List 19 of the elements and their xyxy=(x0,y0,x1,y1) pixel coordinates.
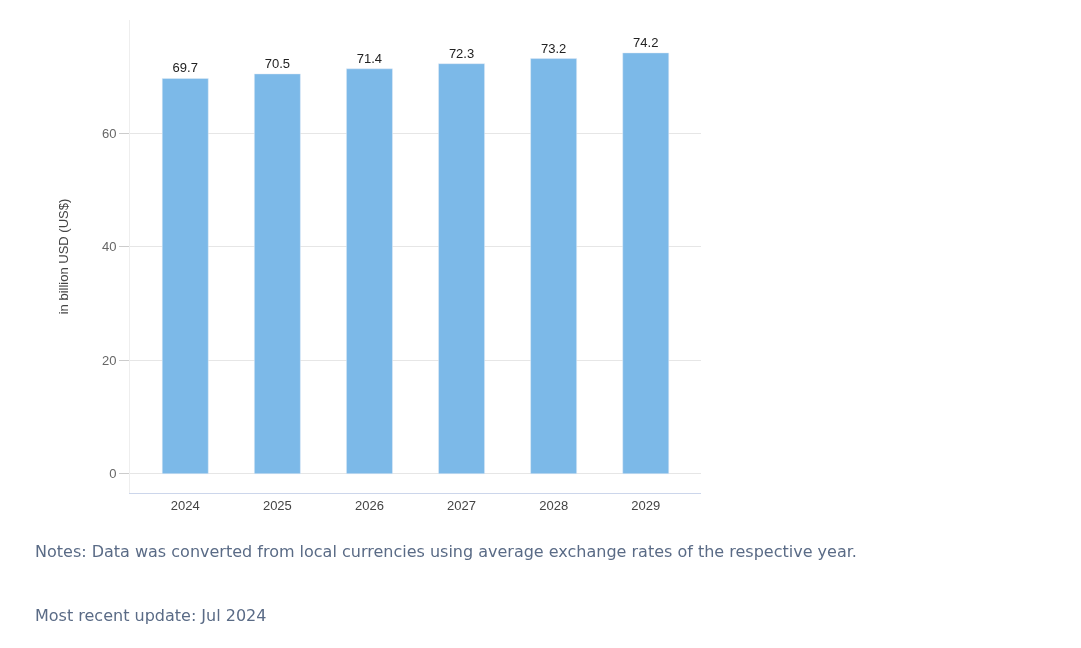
y-tick-label: 0 xyxy=(109,466,117,482)
x-tick-label: 2026 xyxy=(354,497,384,513)
x-tick-label: 2024 xyxy=(170,497,200,513)
x-tick-label: 2028 xyxy=(539,497,569,513)
data-label: 72.3 xyxy=(448,45,475,61)
data-label: 70.5 xyxy=(264,55,291,71)
text: Most recent update: Jul 2024 xyxy=(35,606,267,625)
x-tick-label: 2027 xyxy=(447,497,477,513)
x-tick-label: 2029 xyxy=(631,497,661,513)
y-tick-label: 40 xyxy=(101,239,117,255)
y-axis-title: in billion USD (US$) xyxy=(55,198,71,315)
data-label: 69.7 xyxy=(172,60,198,76)
y-tick-label: 20 xyxy=(101,352,117,368)
data-label: 71.4 xyxy=(356,50,383,66)
data-label: 74.2 xyxy=(633,34,659,50)
data-label: 73.2 xyxy=(540,40,567,56)
text: Notes: Data was converted from local currencies using average exchange rates of the respective year. xyxy=(35,542,857,561)
y-tick-label: 60 xyxy=(101,125,117,141)
x-tick-label: 2025 xyxy=(262,497,292,513)
